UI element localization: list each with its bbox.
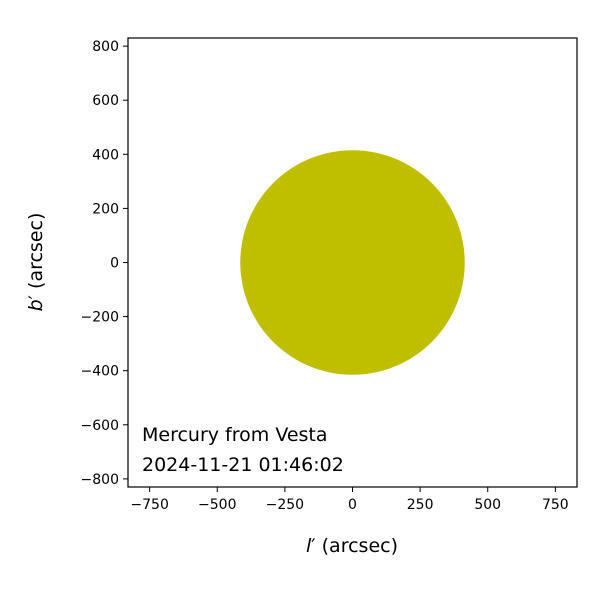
- x-tick-label: 250: [407, 497, 434, 513]
- y-tick-label: 600: [92, 93, 119, 109]
- annotation-line-1: Mercury from Vesta: [142, 424, 328, 446]
- x-axis-label: l′ (arcsec): [306, 535, 398, 557]
- y-axis-label: b′ (arcsec): [25, 213, 47, 312]
- x-tick-label: 750: [542, 497, 569, 513]
- x-ticks: −750 −500 −250 0 250 500 750: [130, 487, 569, 513]
- x-tick-label: −750: [130, 497, 168, 513]
- planet-disk: [240, 150, 465, 375]
- y-tick-label: 0: [110, 256, 119, 272]
- x-tick-label: −500: [198, 497, 236, 513]
- annotation-line-2: 2024-11-21 01:46:02: [142, 454, 344, 476]
- y-tick-label: −600: [81, 418, 119, 434]
- plot-frame: [127, 37, 578, 488]
- y-tick-label: −800: [81, 472, 119, 488]
- x-tick-label: 0: [348, 497, 357, 513]
- x-tick-label: 500: [474, 497, 501, 513]
- x-tick-label: −250: [266, 497, 304, 513]
- y-tick-label: 200: [92, 201, 119, 217]
- y-tick-label: −200: [81, 310, 119, 326]
- y-tick-label: −400: [81, 364, 119, 380]
- y-ticks: −800 −600 −400 −200 0 200 400 600 800: [81, 39, 128, 488]
- y-tick-label: 800: [92, 39, 119, 55]
- y-tick-label: 400: [92, 147, 119, 163]
